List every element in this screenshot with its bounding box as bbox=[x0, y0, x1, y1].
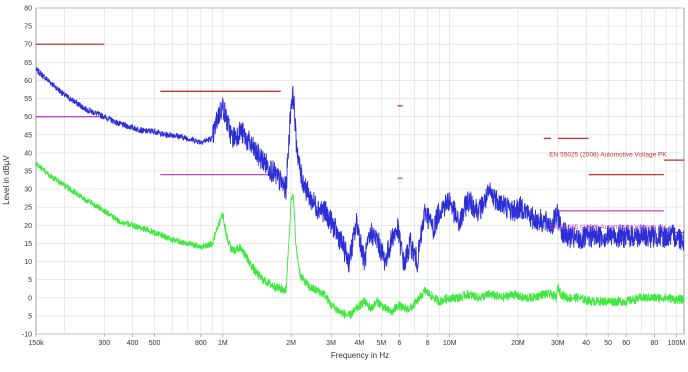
y-tick-label: 70 bbox=[24, 42, 32, 49]
y-tick-label: 10 bbox=[24, 259, 32, 266]
x-tick-label: 3M bbox=[326, 340, 336, 347]
y-tick-label: 40 bbox=[24, 150, 32, 157]
y-tick-label: 60 bbox=[24, 78, 32, 85]
grid bbox=[35, 7, 685, 335]
x-tick-label: 8 bbox=[426, 340, 430, 347]
y-tick-label: 20 bbox=[24, 223, 32, 230]
tick-labels: -10505101520253035404550556065707580150k… bbox=[22, 6, 685, 348]
y-tick-label: 65 bbox=[24, 60, 32, 67]
x-tick-label: 6 bbox=[397, 340, 401, 347]
y-tick-label: 75 bbox=[24, 24, 32, 31]
y-tick-label: 35 bbox=[24, 169, 32, 176]
x-tick-label: 20M bbox=[511, 340, 525, 347]
x-tick-label: 40 bbox=[582, 340, 590, 347]
x-tick-label: 2M bbox=[286, 340, 296, 347]
y-tick-label: 5 bbox=[28, 277, 32, 284]
x-tick-label: 4M bbox=[355, 340, 365, 347]
y-tick-label: 25 bbox=[24, 205, 32, 212]
limit-annotation: EN 55025 (2008) Automotive Voltage AV bbox=[549, 224, 666, 231]
x-tick-label: 100M bbox=[668, 340, 686, 347]
x-tick-label: 5M bbox=[376, 340, 386, 347]
x-tick-label: 10M bbox=[443, 340, 457, 347]
series-line bbox=[36, 66, 684, 273]
y-tick-label: 80 bbox=[24, 6, 32, 13]
y-tick-label: 15 bbox=[24, 241, 32, 248]
x-tick-label: 400 bbox=[127, 340, 139, 347]
x-tick-label: 30M bbox=[551, 340, 565, 347]
y-axis-title: Level in dBµV bbox=[2, 155, 11, 205]
limit-annotation: EN 55025 (2008) Automotive Voltage PK bbox=[549, 152, 667, 159]
x-tick-label: 150k bbox=[28, 340, 44, 347]
data-series bbox=[36, 66, 684, 319]
limit-lines bbox=[36, 43, 684, 234]
x-tick-label: 1M bbox=[218, 340, 228, 347]
x-tick-label: 500 bbox=[149, 340, 161, 347]
x-tick-label: 800 bbox=[195, 340, 207, 347]
x-tick-label: 80 bbox=[651, 340, 659, 347]
y-tick-label: 45 bbox=[24, 132, 32, 139]
y-tick-label: 30 bbox=[24, 187, 32, 194]
x-tick-label: 300 bbox=[98, 340, 110, 347]
x-axis-title: Frequency in Hz bbox=[331, 351, 389, 360]
y-tick-label: -10 bbox=[22, 332, 32, 339]
y-tick-label: 50 bbox=[24, 114, 32, 121]
x-tick-label: 60 bbox=[622, 340, 630, 347]
x-tick-label: 50 bbox=[604, 340, 612, 347]
series-line bbox=[36, 161, 684, 319]
limit-annotations: EN 55025 (2008) Automotive Voltage PK EN … bbox=[549, 152, 667, 231]
y-tick-label: 55 bbox=[24, 96, 32, 103]
y-tick-label: 0 bbox=[28, 295, 32, 302]
y-tick-label: 5 bbox=[28, 313, 32, 320]
